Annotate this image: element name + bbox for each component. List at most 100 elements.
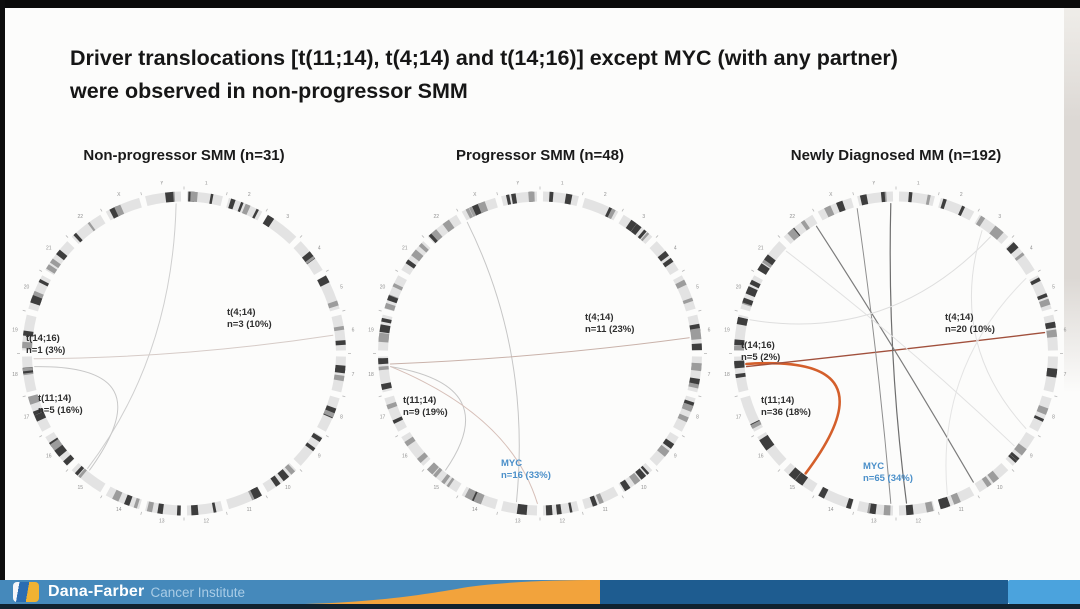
footer-light-blue-segment [1008,580,1080,604]
chromosome-tick-label: 22 [77,214,83,220]
chromosome-tick-label: X [829,192,833,198]
translocation-chord [815,225,974,483]
brand-name: Dana-Farber [48,583,145,600]
translocation-label: t(11;14) n=36 (18%) [761,395,811,419]
translocation-count: n=5 (16%) [38,405,83,416]
chromosome-tick-label: 17 [24,415,30,421]
translocation-name: t(14;16) [26,333,60,344]
chart-non-progressor-smm: Non-progressor SMM (n=31) 1 2 3 4 5 6 7 8 9 10 11 1… [6,147,362,526]
chromosome-tick-label: 2 [960,192,963,198]
translocation-chord [945,278,1027,495]
chromosome-tick-label: 14 [116,507,122,513]
translocation-label: t(14;16) n=5 (2%) [741,340,780,364]
chromosome-tick-label: 20 [736,284,742,290]
translocation-name: t(4;14) [945,312,974,323]
chromosome-tick-label: 4 [674,246,677,252]
chromosome-tick-label: 9 [674,453,677,459]
chromosome-tick-label: 14 [828,507,834,513]
chromosome-tick-label: 11 [247,507,252,513]
chromosome-tick-label: 13 [159,519,165,525]
chromosome-tick-label: 18 [12,372,18,378]
chromosome-tick-label: 15 [77,485,83,491]
chart-progressor-smm: Progressor SMM (n=48) 1 2 3 4 5 6 7 8 9 10 11 12 13 1… [362,147,718,526]
translocation-count: n=65 (34%) [863,473,913,484]
chromosome-tick-label: 2 [248,192,251,198]
translocation-chord [390,366,538,504]
translocation-chord [856,208,892,504]
chromosome-tick-label: 12 [559,519,565,525]
chromosome-tick-label: 10 [285,485,291,491]
chromosome-tick-label: 5 [696,284,699,290]
chromosome-tick-label: 5 [1052,284,1055,290]
chromosome-tick-label: 5 [340,284,343,290]
translocation-count: n=20 (10%) [945,324,995,335]
chart-title: Non-progressor SMM (n=31) [83,147,285,164]
chromosome-tick-label: 16 [758,453,764,459]
chromosome-tick-label: 20 [380,284,386,290]
chromosome-tick-label: 15 [789,485,795,491]
chromosome-tick-label: 10 [997,485,1003,491]
translocation-count: n=36 (18%) [761,407,811,418]
translocation-name: t(4;14) [227,307,256,318]
dana-farber-logo-icon [13,582,39,602]
chromosome-tick-label: 16 [46,453,52,459]
chromosome-tick-label: 21 [402,246,408,252]
chromosome-tick-label: 1 [205,181,208,186]
chromosome-tick-label: 18 [368,372,374,378]
chromosome-tick-label: 13 [871,519,877,525]
footer-brand-text: Dana-Farber Cancer Institute [48,582,245,602]
translocation-chord [34,366,119,471]
translocation-chord [389,337,690,365]
translocation-label: MYC n=65 (34%) [863,461,913,485]
translocation-name: t(11;14) [38,393,72,404]
chromosome-tick-label: 6 [352,327,355,333]
translocation-name: MYC [863,461,885,472]
chromosome-tick-label: X [117,192,121,198]
chromosome-tick-label: 22 [789,214,795,220]
right-edge-artifact [1064,8,1080,393]
translocation-count: n=11 (23%) [585,324,635,335]
chromosome-tick-label: 17 [380,415,386,421]
translocation-label: MYC n=16 (33%) [501,458,551,482]
chart-title: Newly Diagnosed MM (n=192) [790,147,1002,164]
chromosome-tick-label: 19 [724,327,730,333]
translocation-label: t(11;14) n=9 (19%) [403,395,448,419]
chromosome-tick-label: 1 [561,181,564,186]
video-left-border [0,0,5,580]
chromosome-tick-label: 21 [46,246,52,252]
translocation-name: t(11;14) [761,395,795,406]
translocation-chord [749,236,991,325]
chromosome-tick-label: X [473,192,477,198]
chromosome-tick-label: 8 [1052,415,1055,421]
chromosome-tick-label: 9 [318,453,321,459]
chart-title: Progressor SMM (n=48) [456,147,624,164]
chromosome-tick-label: 3 [286,214,289,220]
brand-subtitle: Cancer Institute [150,584,245,600]
chromosome-tick-label: 20 [24,284,30,290]
chart-newly-diagnosed-mm: Newly Diagnosed MM (n=192) 1 2 3 4 5 6 7 8 9 10 11… [718,147,1074,526]
chromosome-tick-label: 15 [433,485,439,491]
chromosome-tick-label: 7 [1064,372,1067,378]
chromosome-tick-label: 14 [472,507,478,513]
translocation-name: MYC [501,458,523,469]
translocation-name: t(14;16) [741,340,775,351]
footer-orange-swoosh [305,580,600,604]
chromosome-tick-label: 9 [1030,453,1033,459]
slide-title-line2: were observed in non-progressor SMM [70,79,468,103]
translocation-chord [33,334,334,360]
translocation-count: n=1 (3%) [26,345,66,356]
chromosome-tick-label: 13 [515,519,521,525]
translocation-chord [745,331,1046,368]
chromosome-tick-label: 19 [12,327,18,333]
video-top-border [0,0,1080,8]
chromosome-tick-label: 8 [696,415,699,421]
translocation-label: t(11;14) n=5 (16%) [38,393,83,417]
chromosome-tick-label: 7 [708,372,711,378]
chromosome-tick-label: 10 [641,485,647,491]
footer-dark-blue-segment [600,580,1008,604]
